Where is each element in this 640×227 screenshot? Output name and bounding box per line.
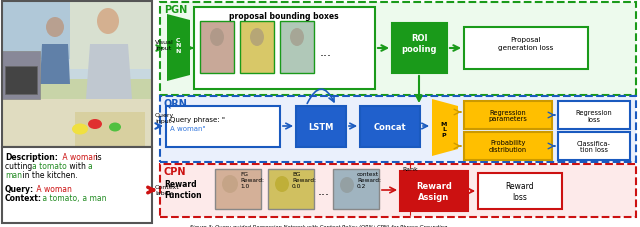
Text: man: man bbox=[5, 170, 22, 179]
Text: Reward
Function: Reward Function bbox=[164, 179, 202, 199]
Text: Probability
distribution: Probability distribution bbox=[489, 140, 527, 153]
Ellipse shape bbox=[88, 119, 102, 129]
Text: A woman: A woman bbox=[34, 184, 72, 193]
Text: Classifica-
tion loss: Classifica- tion loss bbox=[577, 140, 611, 153]
FancyBboxPatch shape bbox=[268, 169, 314, 209]
Text: PGN: PGN bbox=[164, 5, 188, 15]
Text: Query phrase: ": Query phrase: " bbox=[170, 116, 225, 122]
Text: Description:: Description: bbox=[5, 152, 58, 161]
FancyBboxPatch shape bbox=[400, 171, 468, 211]
FancyBboxPatch shape bbox=[240, 22, 274, 74]
Text: ...: ... bbox=[318, 185, 330, 198]
Polygon shape bbox=[167, 15, 190, 82]
Text: a: a bbox=[88, 161, 93, 170]
FancyBboxPatch shape bbox=[558, 101, 630, 129]
Text: Regression
parameters: Regression parameters bbox=[488, 109, 527, 122]
FancyBboxPatch shape bbox=[296, 106, 346, 147]
Text: LSTM: LSTM bbox=[308, 122, 333, 131]
FancyBboxPatch shape bbox=[160, 96, 636, 162]
Ellipse shape bbox=[250, 29, 264, 47]
Polygon shape bbox=[2, 100, 152, 147]
Text: with: with bbox=[67, 161, 88, 170]
Text: ROI
pooling: ROI pooling bbox=[401, 34, 436, 54]
FancyBboxPatch shape bbox=[2, 2, 152, 147]
Text: cutting: cutting bbox=[5, 161, 35, 170]
Ellipse shape bbox=[210, 29, 224, 47]
Text: Context:: Context: bbox=[5, 193, 42, 202]
Ellipse shape bbox=[46, 18, 64, 38]
Text: context
Reward:
0.2: context Reward: 0.2 bbox=[357, 171, 381, 188]
Ellipse shape bbox=[109, 123, 121, 132]
Text: proposal bounding boxes: proposal bounding boxes bbox=[229, 12, 339, 21]
FancyBboxPatch shape bbox=[558, 132, 630, 160]
FancyBboxPatch shape bbox=[464, 101, 552, 129]
Text: BG
Reward:
0.0: BG Reward: 0.0 bbox=[292, 171, 316, 188]
FancyBboxPatch shape bbox=[160, 3, 636, 96]
FancyBboxPatch shape bbox=[166, 106, 280, 147]
Text: C
N
N: C N N bbox=[175, 38, 180, 54]
Ellipse shape bbox=[275, 176, 289, 192]
FancyBboxPatch shape bbox=[280, 22, 314, 74]
Text: Query:: Query: bbox=[5, 184, 34, 193]
Text: Visual
input: Visual input bbox=[155, 40, 173, 51]
Ellipse shape bbox=[340, 177, 354, 193]
FancyBboxPatch shape bbox=[200, 22, 234, 74]
Text: Context
labels: Context labels bbox=[155, 184, 180, 195]
FancyBboxPatch shape bbox=[215, 169, 261, 209]
Text: a tomato: a tomato bbox=[32, 161, 67, 170]
Text: Concat: Concat bbox=[374, 122, 406, 131]
FancyBboxPatch shape bbox=[333, 169, 379, 209]
FancyBboxPatch shape bbox=[392, 24, 447, 74]
FancyBboxPatch shape bbox=[194, 8, 375, 90]
Text: FG
Reward:
1.0: FG Reward: 1.0 bbox=[240, 171, 264, 188]
Polygon shape bbox=[70, 2, 152, 70]
Polygon shape bbox=[40, 45, 70, 85]
Text: A woman: A woman bbox=[60, 152, 98, 161]
FancyBboxPatch shape bbox=[360, 106, 420, 147]
FancyBboxPatch shape bbox=[5, 67, 37, 95]
Text: A woman": A woman" bbox=[170, 126, 205, 131]
FancyBboxPatch shape bbox=[75, 113, 145, 147]
Text: ...: ... bbox=[320, 45, 332, 58]
Polygon shape bbox=[2, 80, 152, 147]
Ellipse shape bbox=[97, 9, 119, 35]
Text: QRN: QRN bbox=[164, 99, 188, 109]
Text: Reward
loss: Reward loss bbox=[506, 181, 534, 201]
Ellipse shape bbox=[290, 29, 304, 47]
Text: is: is bbox=[93, 152, 102, 161]
Text: a man: a man bbox=[80, 193, 106, 202]
Text: Reward
Assign: Reward Assign bbox=[416, 181, 452, 201]
Text: in the kitchen.: in the kitchen. bbox=[20, 170, 77, 179]
Ellipse shape bbox=[72, 124, 88, 135]
FancyBboxPatch shape bbox=[2, 52, 40, 100]
FancyBboxPatch shape bbox=[464, 132, 552, 160]
Text: Figure 3: Query-guided Regression Network with Context Policy (QRN+CPN) for Phra: Figure 3: Query-guided Regression Networ… bbox=[191, 224, 449, 227]
FancyBboxPatch shape bbox=[478, 173, 562, 209]
FancyBboxPatch shape bbox=[160, 164, 636, 217]
FancyBboxPatch shape bbox=[464, 28, 588, 70]
FancyBboxPatch shape bbox=[2, 147, 152, 223]
Text: Query
input: Query input bbox=[155, 113, 174, 124]
Text: Rank: Rank bbox=[402, 166, 418, 171]
Text: CPN: CPN bbox=[164, 166, 186, 176]
Ellipse shape bbox=[222, 175, 238, 193]
Polygon shape bbox=[2, 2, 152, 60]
Text: Regression
loss: Regression loss bbox=[575, 109, 612, 122]
Polygon shape bbox=[86, 45, 132, 100]
Text: M
L
P: M L P bbox=[441, 121, 447, 137]
Text: a tomato,: a tomato, bbox=[40, 193, 79, 202]
Text: Proposal
generation loss: Proposal generation loss bbox=[499, 37, 554, 51]
Polygon shape bbox=[432, 100, 458, 156]
